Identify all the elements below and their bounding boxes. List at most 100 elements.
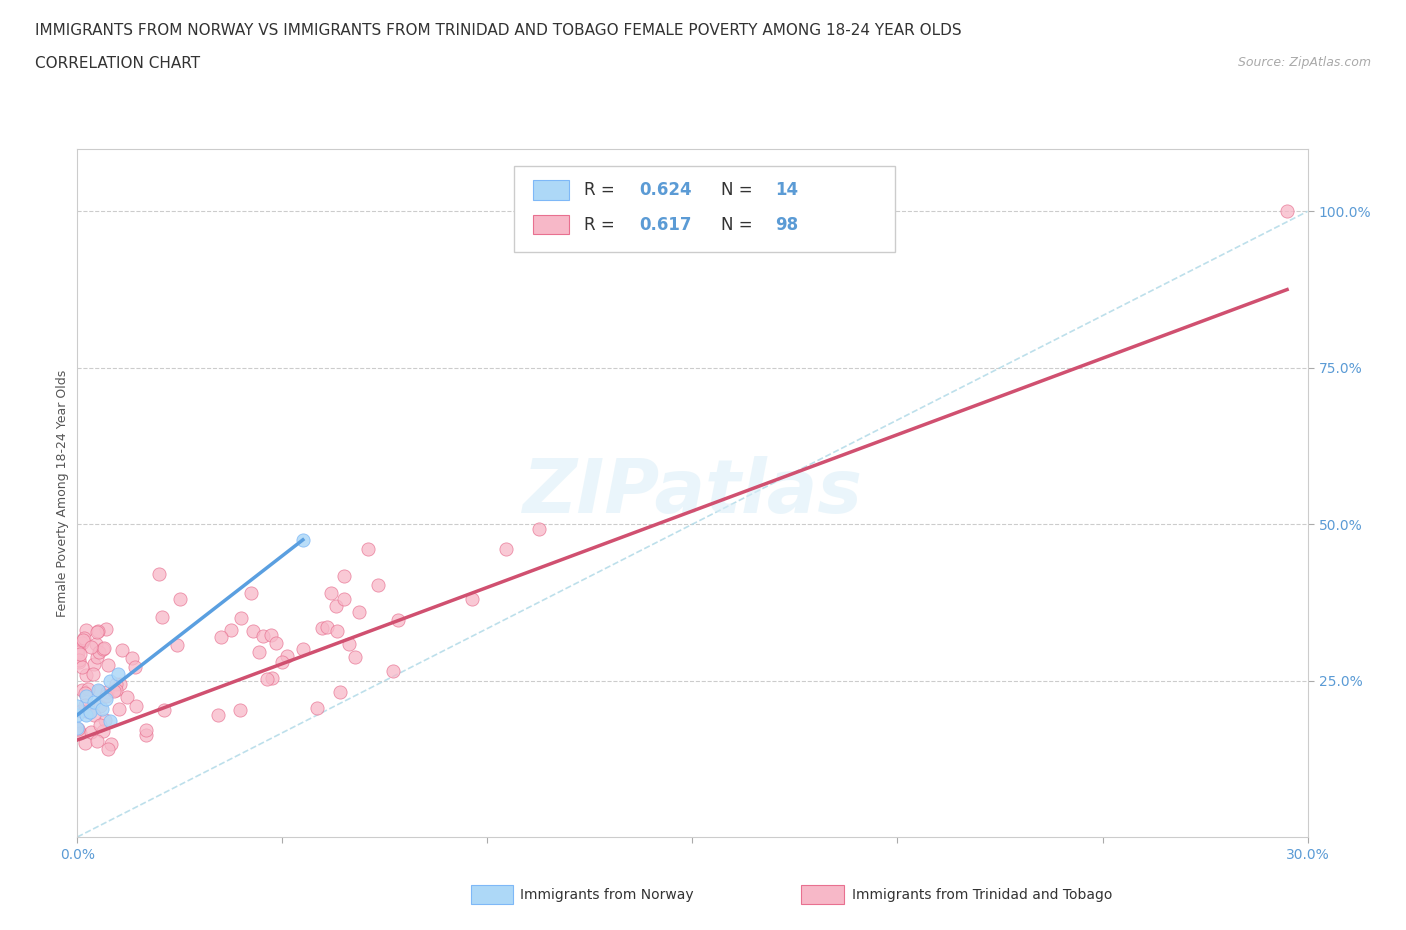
Point xyxy=(75,703,97,718)
Point xyxy=(125,698,148,713)
Point xyxy=(75,668,97,683)
Point xyxy=(96,684,118,699)
Point xyxy=(271,655,294,670)
Point xyxy=(66,698,89,713)
Point xyxy=(260,628,283,643)
Point xyxy=(69,646,91,661)
Point xyxy=(80,724,103,739)
Point xyxy=(108,676,131,691)
Point xyxy=(83,695,105,710)
Point xyxy=(66,722,89,737)
Point xyxy=(90,701,114,716)
Point xyxy=(93,640,115,655)
Y-axis label: Female Poverty Among 18-24 Year Olds: Female Poverty Among 18-24 Year Olds xyxy=(56,369,69,617)
Point xyxy=(291,532,314,547)
Text: 14: 14 xyxy=(775,181,799,199)
Point xyxy=(321,585,343,600)
Point xyxy=(148,566,170,581)
Point xyxy=(115,690,138,705)
Point xyxy=(96,742,118,757)
Point xyxy=(150,609,173,624)
Point xyxy=(333,591,356,606)
Point xyxy=(66,643,89,658)
Point xyxy=(1275,204,1298,219)
Text: R =: R = xyxy=(585,216,620,233)
Point xyxy=(315,619,337,634)
Point xyxy=(207,708,229,723)
Point xyxy=(67,655,90,670)
Point xyxy=(66,720,89,735)
Point xyxy=(325,624,347,639)
Point xyxy=(83,708,105,723)
Point xyxy=(219,623,242,638)
Text: 0.617: 0.617 xyxy=(640,216,692,233)
Point xyxy=(96,621,118,636)
Point xyxy=(461,591,484,606)
Text: Immigrants from Trinidad and Tobago: Immigrants from Trinidad and Tobago xyxy=(852,887,1112,902)
Point xyxy=(80,639,103,654)
Point xyxy=(381,663,404,678)
Point xyxy=(75,689,97,704)
Point xyxy=(94,712,117,727)
Point xyxy=(66,708,89,723)
Point xyxy=(73,686,96,701)
Point xyxy=(239,585,262,600)
Point xyxy=(70,683,93,698)
Point xyxy=(153,703,176,718)
Point xyxy=(121,651,143,666)
Point xyxy=(87,683,110,698)
Point xyxy=(231,611,253,626)
Point xyxy=(91,724,114,738)
Point xyxy=(343,649,366,664)
Bar xyxy=(471,885,513,904)
Point xyxy=(94,692,117,707)
Point xyxy=(311,620,333,635)
Bar xyxy=(533,180,569,200)
Point xyxy=(291,642,314,657)
Point xyxy=(242,623,264,638)
Point xyxy=(276,648,298,663)
Point xyxy=(89,699,111,714)
Point xyxy=(83,657,105,671)
Text: ZIPatlas: ZIPatlas xyxy=(523,457,862,529)
Point xyxy=(75,736,97,751)
Point xyxy=(347,604,370,619)
Text: Source: ZipAtlas.com: Source: ZipAtlas.com xyxy=(1237,56,1371,69)
Text: IMMIGRANTS FROM NORWAY VS IMMIGRANTS FROM TRINIDAD AND TOBAGO FEMALE POVERTY AMO: IMMIGRANTS FROM NORWAY VS IMMIGRANTS FRO… xyxy=(35,23,962,38)
Text: N =: N = xyxy=(721,181,758,199)
Point xyxy=(252,629,274,644)
Point xyxy=(266,636,288,651)
Point xyxy=(256,672,278,687)
Point xyxy=(107,667,129,682)
Point xyxy=(96,658,118,672)
Point xyxy=(77,681,100,696)
Point xyxy=(73,631,96,645)
Point xyxy=(135,727,157,742)
Point xyxy=(209,630,232,644)
Point xyxy=(79,704,101,719)
Text: CORRELATION CHART: CORRELATION CHART xyxy=(35,56,200,71)
Point xyxy=(87,645,110,660)
Point xyxy=(249,644,271,659)
Point xyxy=(229,703,252,718)
Point xyxy=(82,667,104,682)
Point xyxy=(387,613,409,628)
Point xyxy=(367,578,389,592)
Point xyxy=(357,542,380,557)
Point xyxy=(111,643,134,658)
Point xyxy=(262,671,284,685)
Point xyxy=(103,684,125,698)
Bar xyxy=(533,215,569,234)
Point xyxy=(339,637,361,652)
Point xyxy=(86,624,108,639)
Point xyxy=(166,637,188,652)
Text: 0.624: 0.624 xyxy=(640,181,692,199)
Point xyxy=(69,725,91,740)
Point xyxy=(98,673,121,688)
Point xyxy=(325,598,347,613)
Point xyxy=(98,714,121,729)
Point xyxy=(86,649,108,664)
Point xyxy=(86,734,108,749)
Point xyxy=(69,703,91,718)
FancyBboxPatch shape xyxy=(515,166,896,252)
